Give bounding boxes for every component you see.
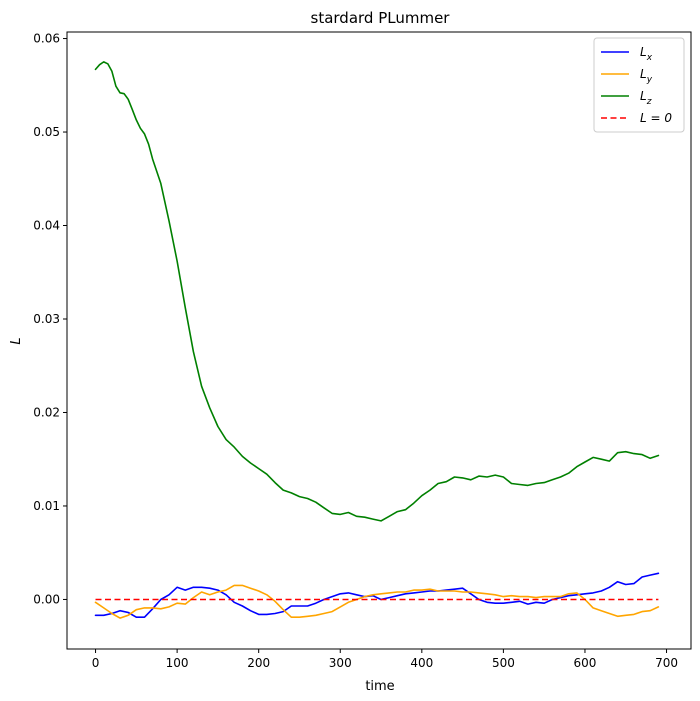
y-axis: 0.00 0.01 0.02 0.03 0.04 0.05 0.06	[33, 32, 67, 606]
y-tick-label: 0.05	[33, 125, 60, 139]
y-axis-label: L	[9, 337, 24, 344]
x-tick-label: 300	[329, 656, 352, 670]
y-tick-label: 0.00	[33, 592, 60, 606]
legend-label: Lx	[640, 45, 653, 63]
x-tick-label: 600	[574, 656, 597, 670]
x-tick-label: 700	[655, 656, 678, 670]
x-tick-label: 500	[492, 656, 515, 670]
plot-frame	[66, 31, 692, 650]
x-tick-label: 400	[410, 656, 433, 670]
x-tick-label: 200	[247, 656, 270, 670]
series-line-1	[94, 584, 660, 619]
series-line-2	[94, 61, 660, 522]
legend-label: Ly	[640, 67, 653, 85]
y-tick-label: 0.04	[33, 219, 60, 233]
y-tick-label: 0.06	[33, 32, 60, 46]
y-tick-label: 0.02	[33, 405, 60, 419]
legend-label: L = 0	[640, 111, 672, 125]
legend-label: Lz	[640, 89, 652, 107]
x-tick-label: 0	[92, 656, 100, 670]
x-axis: 0 100 200 300 400 500 600 700	[92, 649, 678, 670]
x-axis-label: time	[365, 679, 394, 694]
series-line-0	[94, 572, 660, 619]
chart-title: stardard PLummer	[311, 9, 451, 27]
y-tick-label: 0.03	[33, 312, 60, 326]
y-tick-label: 0.01	[33, 499, 60, 513]
legend-box	[593, 37, 685, 133]
legend: Lx Ly Lz L = 0	[593, 37, 685, 133]
x-tick-label: 100	[166, 656, 189, 670]
plot-area	[66, 31, 692, 650]
